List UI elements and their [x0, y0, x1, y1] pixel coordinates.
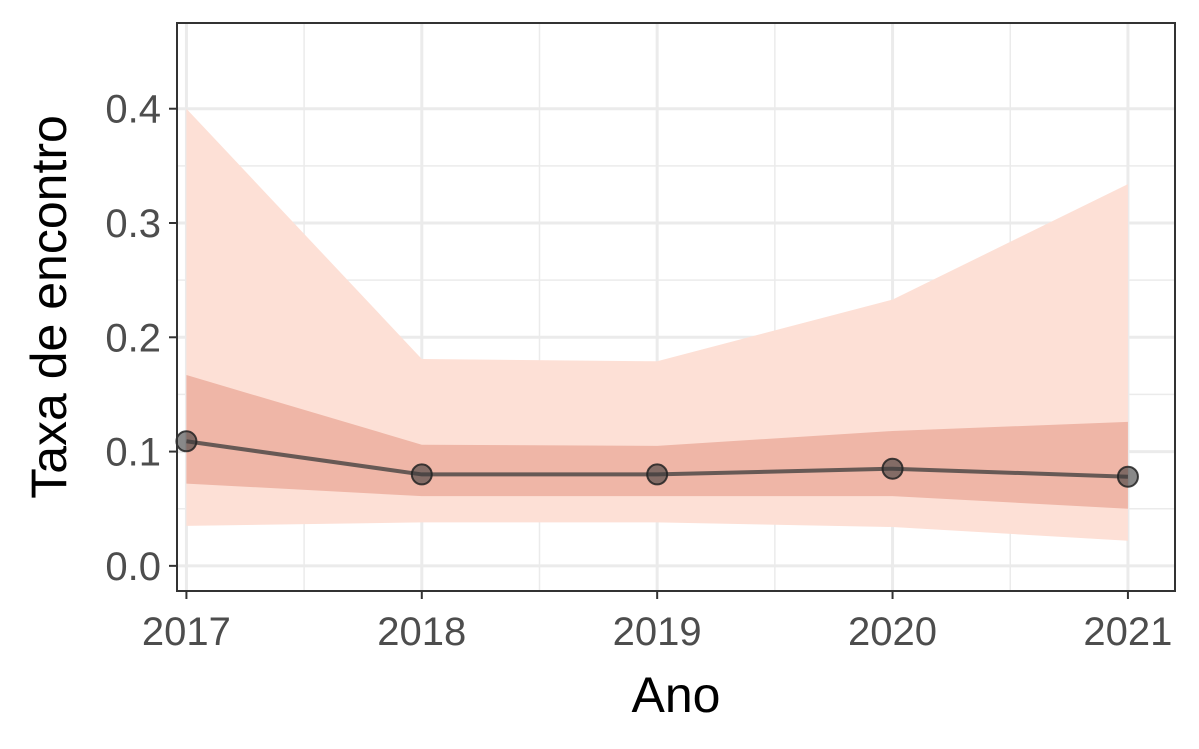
x-tick-label: 2021	[1083, 610, 1172, 654]
panel-border	[176, 22, 1176, 592]
x-tick-label: 2019	[613, 610, 702, 654]
series	[175, 430, 1139, 488]
y-tick-label: 0.3	[105, 202, 161, 246]
x-axis: 2017 2018 2019 2020 2021	[142, 591, 1172, 654]
data-point	[646, 463, 669, 486]
data-point	[1116, 465, 1139, 488]
y-tick-label: 0.4	[105, 88, 161, 132]
data-point	[881, 457, 904, 480]
y-axis: 0.0 0.1 0.2 0.3 0.4	[105, 88, 177, 589]
x-tick-label: 2020	[848, 610, 937, 654]
y-tick-label: 0.1	[105, 431, 161, 475]
data-point	[410, 463, 433, 486]
x-tick-label: 2018	[377, 610, 466, 654]
y-axis-title: Taxa de encontro	[21, 115, 77, 499]
y-tick-label: 0.2	[105, 316, 161, 360]
x-axis-title: Ano	[632, 667, 721, 723]
data-point	[175, 430, 198, 453]
y-tick-label: 0.0	[105, 545, 161, 589]
x-tick-label: 2017	[142, 610, 231, 654]
